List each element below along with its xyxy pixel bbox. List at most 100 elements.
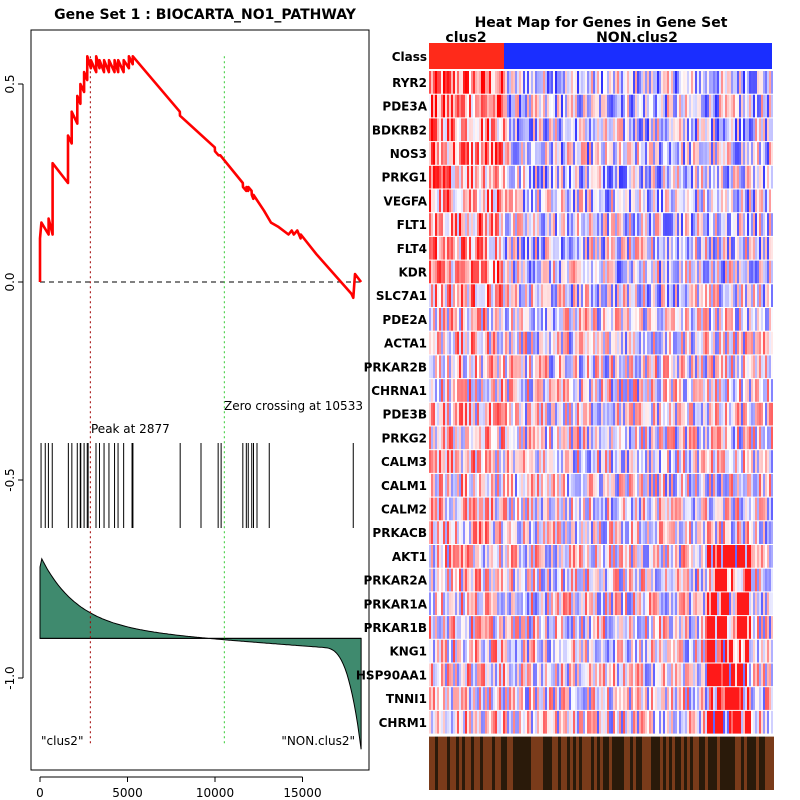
heatmap-cell: [709, 331, 711, 355]
gene-label: PRKAR2A: [364, 574, 428, 588]
heatmap-cell: [431, 473, 433, 497]
heatmap-cell: [431, 592, 433, 616]
heatmap-cell: [685, 379, 687, 402]
heatmap-cell: [751, 521, 753, 544]
heatmap-cell: [483, 592, 485, 616]
heatmap-cell: [697, 473, 699, 497]
y-tick-label: -0.5: [3, 468, 17, 491]
heatmap-cell: [735, 639, 737, 663]
heatmap-cell: [657, 118, 659, 142]
heatmap-cell: [543, 236, 545, 260]
heatmap-cell: [737, 331, 739, 355]
heatmap-cell: [665, 165, 667, 189]
footer-strip-cell: [447, 736, 450, 790]
heatmap-cell: [671, 402, 673, 426]
heatmap-cell: [659, 450, 661, 473]
heatmap-cell: [681, 260, 683, 284]
heatmap-cell: [511, 284, 513, 307]
heatmap-cell: [699, 402, 701, 426]
heatmap-cell: [489, 521, 491, 544]
heatmap-cell: [725, 308, 727, 331]
heatmap-cell: [769, 284, 771, 307]
footer-strip-cell: [531, 736, 534, 790]
heatmap-cell: [763, 402, 765, 426]
heatmap-cell: [571, 331, 573, 355]
heatmap-cell: [503, 308, 505, 331]
heatmap-cell: [643, 213, 645, 236]
heatmap-cell: [487, 284, 489, 307]
heatmap-cell: [769, 355, 771, 379]
heatmap-cell: [759, 189, 761, 213]
heatmap-cell: [441, 355, 443, 379]
heatmap-cell: [637, 426, 639, 450]
heatmap-cell: [693, 426, 695, 450]
heatmap-cell: [429, 284, 431, 307]
heatmap-cell: [701, 402, 703, 426]
heatmap-cell: [645, 142, 647, 165]
heatmap-cell: [753, 450, 755, 473]
heatmap-cell: [543, 118, 545, 142]
heatmap-cell: [519, 592, 521, 616]
x-axis: 0 5000 10000 15000: [36, 776, 322, 800]
heatmap-cell: [637, 71, 639, 94]
heatmap-cell: [593, 521, 595, 544]
heatmap-cell: [469, 213, 471, 236]
heatmap-cell: [661, 545, 663, 568]
heatmap-cell: [733, 402, 735, 426]
heatmap-cell: [679, 426, 681, 450]
heatmap-cell: [491, 687, 493, 710]
heatmap-cell: [627, 710, 629, 734]
heatmap-cell: [717, 710, 719, 734]
heatmap-cell: [523, 497, 525, 521]
heatmap-cell: [709, 568, 711, 592]
footer-strip-cell: [492, 736, 495, 790]
heatmap-cell: [515, 450, 517, 473]
heatmap-cell: [727, 260, 729, 284]
heatmap-cell: [477, 639, 479, 663]
heatmap-cell: [549, 450, 551, 473]
heatmap-cell: [491, 473, 493, 497]
heatmap-cell: [553, 402, 555, 426]
heatmap-cell: [757, 213, 759, 236]
heatmap-cell: [699, 473, 701, 497]
heatmap-cell: [537, 710, 539, 734]
heatmap-cell: [445, 355, 447, 379]
heatmap-cell: [647, 308, 649, 331]
heatmap-cell: [549, 639, 551, 663]
heatmap-cell: [481, 426, 483, 450]
heatmap-cell: [745, 165, 747, 189]
heatmap-cell: [611, 545, 613, 568]
heatmap-cell: [721, 213, 723, 236]
heatmap-cell: [445, 142, 447, 165]
heatmap-cell: [485, 189, 487, 213]
heatmap-cell: [743, 568, 745, 592]
heatmap-cell: [521, 260, 523, 284]
heatmap-cell: [583, 663, 585, 687]
heatmap-cell: [751, 710, 753, 734]
heatmap-cell: [497, 497, 499, 521]
heatmap-cell: [491, 118, 493, 142]
heatmap-cell: [695, 213, 697, 236]
heatmap-cell: [771, 616, 773, 639]
heatmap-cell: [579, 118, 581, 142]
heatmap-cell: [443, 545, 445, 568]
heatmap-cell: [663, 710, 665, 734]
heatmap-cell: [577, 426, 579, 450]
heatmap-cell: [493, 260, 495, 284]
heatmap-cell: [443, 260, 445, 284]
heatmap-cell: [643, 236, 645, 260]
heatmap-cell: [437, 521, 439, 544]
heatmap-cell: [581, 639, 583, 663]
heatmap-cell: [553, 426, 555, 450]
heatmap-cell: [563, 663, 565, 687]
heatmap-cell: [435, 118, 437, 142]
heatmap-cell: [485, 545, 487, 568]
heatmap-cell: [721, 426, 723, 450]
heatmap-cell: [759, 592, 761, 616]
heatmap-cell: [717, 663, 719, 687]
heatmap-cell: [655, 284, 657, 307]
heatmap-cell: [615, 545, 617, 568]
heatmap-cell: [769, 402, 771, 426]
heatmap-cell: [677, 639, 679, 663]
heatmap-cell: [549, 355, 551, 379]
